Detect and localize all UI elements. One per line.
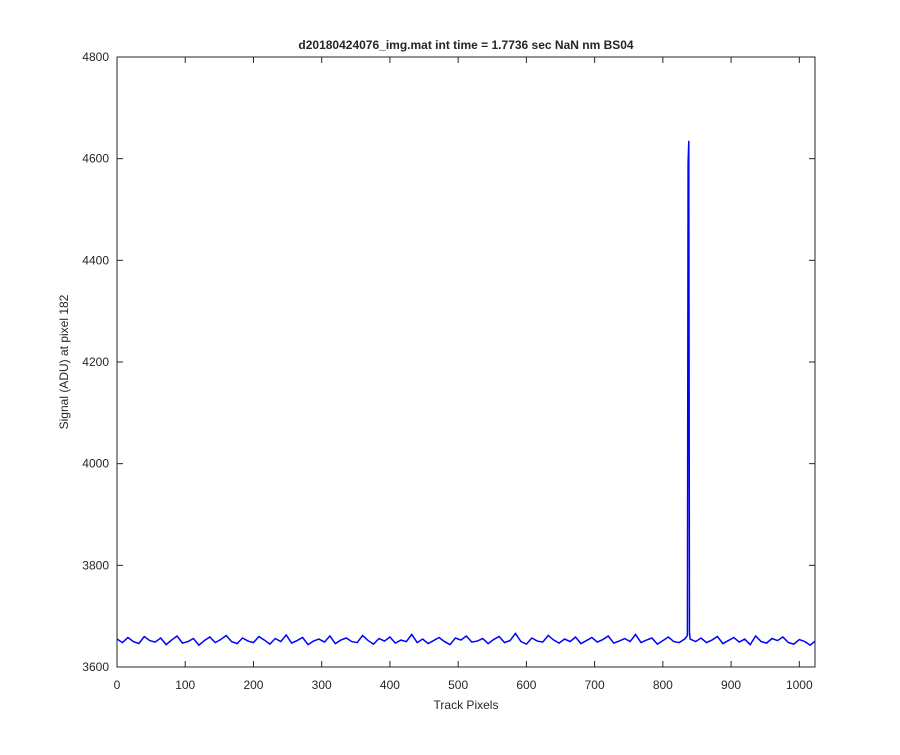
plot-area: [117, 57, 815, 667]
series-line: [116, 140, 816, 647]
x-tick-label: 600: [516, 678, 536, 692]
y-tick-label: 4200: [82, 355, 109, 369]
x-tick-label: 800: [653, 678, 673, 692]
y-tick-label: 4000: [82, 457, 109, 471]
x-tick-label: 200: [243, 678, 263, 692]
y-axis-label: Signal (ADU) at pixel 182: [57, 294, 71, 429]
x-tick-label: 0: [114, 678, 121, 692]
x-tick-label: 700: [585, 678, 605, 692]
chart-title: d20180424076_img.mat int time = 1.7736 s…: [298, 38, 634, 52]
x-tick-label: 400: [380, 678, 400, 692]
x-tick-label: 300: [312, 678, 332, 692]
y-tick-label: 3800: [82, 558, 109, 572]
x-tick-label: 900: [721, 678, 741, 692]
x-tick-label: 500: [448, 678, 468, 692]
y-tick-label: 4600: [82, 152, 109, 166]
y-tick-label: 3600: [82, 660, 109, 674]
y-tick-label: 4400: [82, 253, 109, 267]
x-axis-label: Track Pixels: [434, 698, 499, 712]
y-tick-label: 4800: [82, 50, 109, 64]
x-tick-label: 100: [175, 678, 195, 692]
x-tick-label: 1000: [786, 678, 813, 692]
axes-box: [116, 56, 816, 668]
